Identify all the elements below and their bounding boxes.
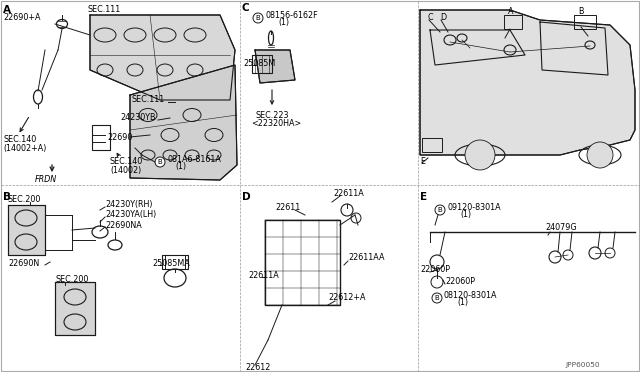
Text: B: B <box>3 192 11 202</box>
Circle shape <box>435 205 445 215</box>
Text: <22320HA>: <22320HA> <box>251 119 301 128</box>
Text: C: C <box>428 13 434 22</box>
Circle shape <box>465 140 495 170</box>
Text: 22612: 22612 <box>245 363 270 372</box>
Text: B: B <box>435 295 440 301</box>
Text: E: E <box>420 157 425 167</box>
Text: 08156-6162F: 08156-6162F <box>265 10 317 19</box>
Text: SEC.200: SEC.200 <box>55 276 88 285</box>
Text: B: B <box>157 159 163 165</box>
Text: SEC.140: SEC.140 <box>3 135 36 144</box>
Bar <box>265 220 340 305</box>
Text: B: B <box>438 207 442 213</box>
Bar <box>422 138 442 152</box>
Text: (1): (1) <box>457 298 468 308</box>
Polygon shape <box>420 10 635 155</box>
Circle shape <box>155 157 165 167</box>
Text: 08120-8301A: 08120-8301A <box>444 291 497 299</box>
Text: (14002): (14002) <box>110 166 141 174</box>
Text: 081A6-8161A: 081A6-8161A <box>167 154 221 164</box>
Text: 22612+A: 22612+A <box>328 294 365 302</box>
Bar <box>92 125 110 150</box>
Bar <box>252 55 272 73</box>
Text: SEC.111: SEC.111 <box>132 96 165 105</box>
Text: 22611A: 22611A <box>248 270 279 279</box>
Text: 24079G: 24079G <box>545 224 577 232</box>
Text: B: B <box>255 15 260 21</box>
Text: A: A <box>3 5 11 15</box>
Text: SEC.140: SEC.140 <box>110 157 143 167</box>
Bar <box>574 15 596 29</box>
Circle shape <box>432 293 442 303</box>
Polygon shape <box>130 65 237 180</box>
Text: 22060P: 22060P <box>445 278 475 286</box>
Text: JPP60050: JPP60050 <box>565 362 600 368</box>
Text: 24230YB: 24230YB <box>120 113 156 122</box>
Bar <box>504 15 522 29</box>
Text: E: E <box>420 192 427 202</box>
Circle shape <box>587 142 613 168</box>
Text: 22690+A: 22690+A <box>3 13 40 22</box>
Polygon shape <box>255 50 295 83</box>
Text: 24230YA(LH): 24230YA(LH) <box>105 211 156 219</box>
Text: 22690N: 22690N <box>8 259 39 267</box>
Text: (1): (1) <box>278 19 289 28</box>
Text: 22611AA: 22611AA <box>348 253 385 263</box>
Text: 25085MA: 25085MA <box>152 259 189 267</box>
Text: SEC.200: SEC.200 <box>8 196 42 205</box>
Text: 22060P: 22060P <box>420 266 450 275</box>
Text: D: D <box>440 13 446 22</box>
Polygon shape <box>90 15 235 100</box>
Text: FRDN: FRDN <box>35 176 57 185</box>
Text: 24230Y(RH): 24230Y(RH) <box>105 201 152 209</box>
Text: 09120-8301A: 09120-8301A <box>447 202 500 212</box>
Text: C: C <box>242 3 250 13</box>
Text: (14002+A): (14002+A) <box>3 144 46 153</box>
Text: 22611A: 22611A <box>333 189 364 198</box>
Text: SEC.223: SEC.223 <box>255 110 289 119</box>
Text: (1): (1) <box>460 211 471 219</box>
Text: A: A <box>508 7 513 16</box>
Text: 22690NA: 22690NA <box>105 221 141 230</box>
Text: 22611: 22611 <box>275 203 300 212</box>
Text: 22690: 22690 <box>107 132 132 141</box>
Text: SEC.111: SEC.111 <box>88 6 121 15</box>
Bar <box>162 255 188 269</box>
Text: B: B <box>578 7 584 16</box>
Circle shape <box>253 13 263 23</box>
Text: D: D <box>242 192 251 202</box>
Text: (1): (1) <box>175 163 186 171</box>
Polygon shape <box>55 282 95 335</box>
Polygon shape <box>8 205 45 255</box>
Text: 25085M: 25085M <box>243 58 275 67</box>
